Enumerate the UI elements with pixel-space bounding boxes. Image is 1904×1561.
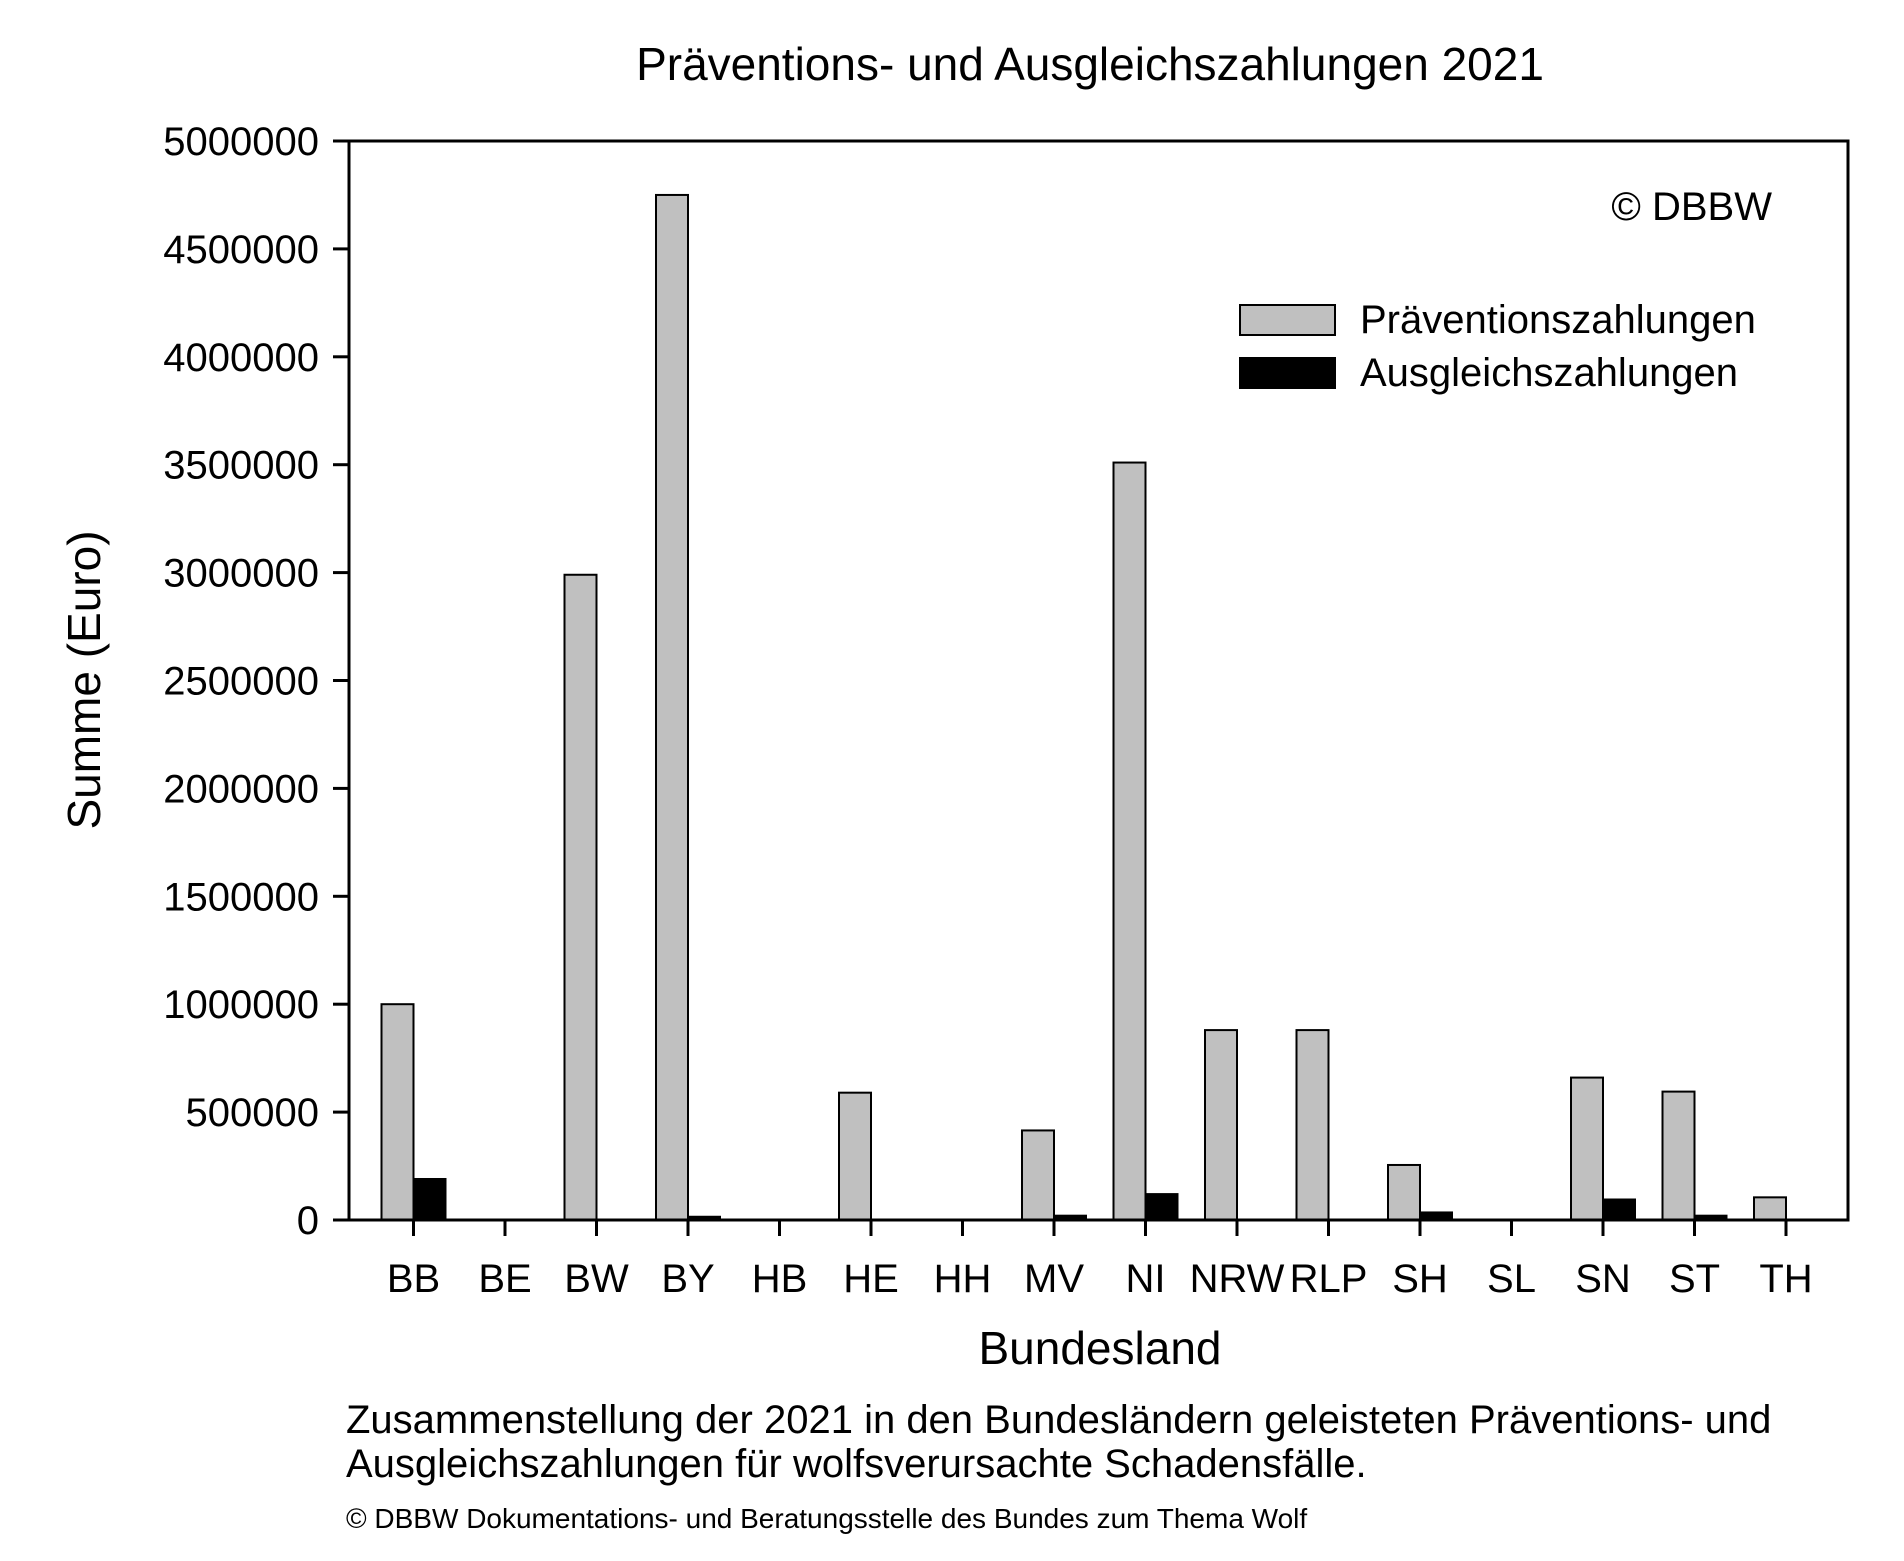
x-tick-label: NRW [1190,1257,1285,1301]
x-tick-label: NI [1126,1257,1166,1301]
x-tick-label: SN [1575,1257,1631,1301]
bar-praevention-nrw [1204,1029,1238,1221]
x-axis-ticks: BB BE BW BY HB HE HH MV NI NRW RLP SH SL SN ST TH [387,1220,1813,1301]
y-tick-label: 3500000 [163,444,319,488]
x-tick-label: MV [1024,1257,1084,1301]
bar-praevention-mv [1021,1129,1055,1221]
y-tick-label: 5000000 [163,120,319,164]
x-tick-label: BE [478,1257,531,1301]
legend-swatch [1239,304,1336,336]
y-axis-title: Summe (Euro) [58,530,110,829]
plot-frame [347,139,1850,1222]
x-tick-label: SL [1487,1257,1536,1301]
x-tick-label: BB [387,1257,440,1301]
y-tick-label: 0 [297,1199,319,1243]
bar-ausgleich-bb [412,1177,447,1222]
y-tick-label: 2000000 [163,767,319,811]
copyright-annotation: © DBBW [1611,185,1772,229]
bar-praevention-he [838,1091,872,1221]
bar-ausgleich-sn [1602,1198,1636,1222]
bar-praevention-sh [1387,1163,1421,1221]
caption-line-2: Ausgleichszahlungen für wolfsverursachte… [346,1442,1367,1486]
x-tick-label: HE [843,1257,899,1301]
bar-ausgleich-ni [1144,1193,1179,1222]
x-tick-label: RLP [1290,1257,1368,1301]
bar-praevention-bw [563,573,598,1221]
y-tick-label: 1000000 [163,983,319,1027]
y-tick-label: 3000000 [163,552,319,596]
x-tick-label: BY [661,1257,714,1301]
bar-praevention-st [1661,1090,1696,1221]
y-axis-ticks: 0 500000 1000000 1500000 2000000 2500000 30000… [163,120,349,1243]
x-tick-label: HB [752,1257,808,1301]
y-tick-label: 4000000 [163,336,319,380]
bars-group [380,193,1787,1222]
bar-praevention-bb [380,1003,415,1222]
legend: Präventionszahlungen Ausgleichszahlungen [1239,298,1756,395]
y-axis-label: Summe (Euro) [58,530,110,829]
y-tick-label: 2500000 [163,660,319,704]
x-tick-label: SH [1392,1257,1448,1301]
bar-praevention-th [1753,1196,1787,1221]
bar-praevention-ni [1112,461,1147,1221]
legend-label: Ausgleichszahlungen [1360,351,1738,395]
bar-praevention-rlp [1295,1029,1330,1221]
x-axis-title: Bundesland [979,1322,1222,1374]
legend-swatch [1239,357,1336,389]
y-tick-label: 500000 [186,1091,319,1135]
legend-label: Präventionszahlungen [1360,298,1756,342]
x-tick-label: BW [564,1257,629,1301]
y-tick-label: 4500000 [163,228,319,272]
x-tick-label: ST [1669,1257,1720,1301]
caption-credit: © DBBW Dokumentations- und Beratungsstel… [346,1503,1308,1534]
bar-praevention-sn [1570,1076,1604,1222]
x-tick-label: HH [934,1257,992,1301]
chart-title: Präventions- und Ausgleichszahlungen 202… [636,38,1544,90]
caption-line-1: Zusammenstellung der 2021 in den Bundesl… [346,1398,1772,1442]
y-tick-label: 1500000 [163,875,319,919]
bar-praevention-by [655,193,689,1222]
x-tick-label: TH [1759,1257,1812,1301]
